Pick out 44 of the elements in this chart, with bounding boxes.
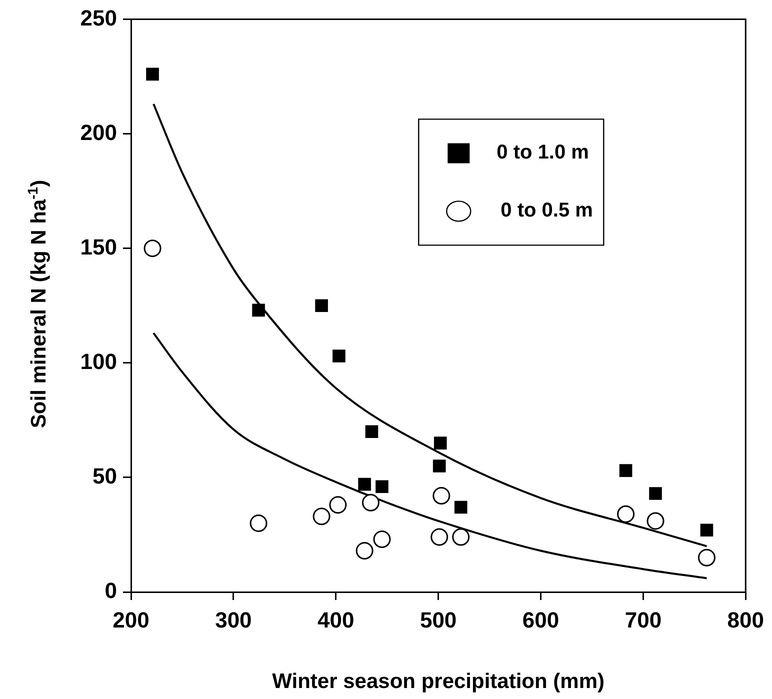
x-tick-label: 200 <box>112 607 150 632</box>
x-tick-label: 300 <box>215 607 252 632</box>
point <box>649 487 662 500</box>
x-tick-label: 700 <box>624 607 662 632</box>
point <box>356 542 374 560</box>
point <box>376 480 388 494</box>
point <box>430 528 448 546</box>
point <box>358 478 371 491</box>
point <box>365 425 378 438</box>
y-tick-label: 0 <box>104 578 117 604</box>
x-tick-label: 800 <box>727 607 764 632</box>
y-tick-label: 200 <box>80 120 117 145</box>
y-tick-label: 150 <box>80 234 117 260</box>
point <box>432 487 450 505</box>
line-series <box>152 332 708 580</box>
point <box>252 304 265 317</box>
point <box>144 240 162 258</box>
y-tick-label: 50 <box>92 464 117 489</box>
point <box>454 500 468 514</box>
point <box>362 494 380 512</box>
legend-label: 0 to 1.0 m <box>496 142 589 164</box>
point <box>432 460 446 472</box>
point <box>698 548 716 566</box>
point <box>146 68 159 81</box>
point <box>434 436 447 450</box>
point <box>452 528 470 546</box>
point <box>250 514 268 532</box>
point <box>646 512 664 530</box>
point <box>312 508 330 526</box>
legend-label: 0 to 0.5 m <box>500 200 593 222</box>
point <box>619 464 632 477</box>
point <box>617 505 635 523</box>
x-tick-label: 500 <box>420 607 457 632</box>
point <box>329 496 347 514</box>
line-series <box>152 102 708 548</box>
point <box>315 299 328 312</box>
point <box>700 524 714 537</box>
y-tick-label: 100 <box>80 348 117 374</box>
point <box>332 350 346 362</box>
x-axis-title: Winter season precipitation (mm) <box>272 670 605 694</box>
y-tick-label: 250 <box>80 5 117 30</box>
x-tick-label: 400 <box>318 607 354 632</box>
point <box>373 530 391 548</box>
x-tick-label: 600 <box>522 607 560 632</box>
